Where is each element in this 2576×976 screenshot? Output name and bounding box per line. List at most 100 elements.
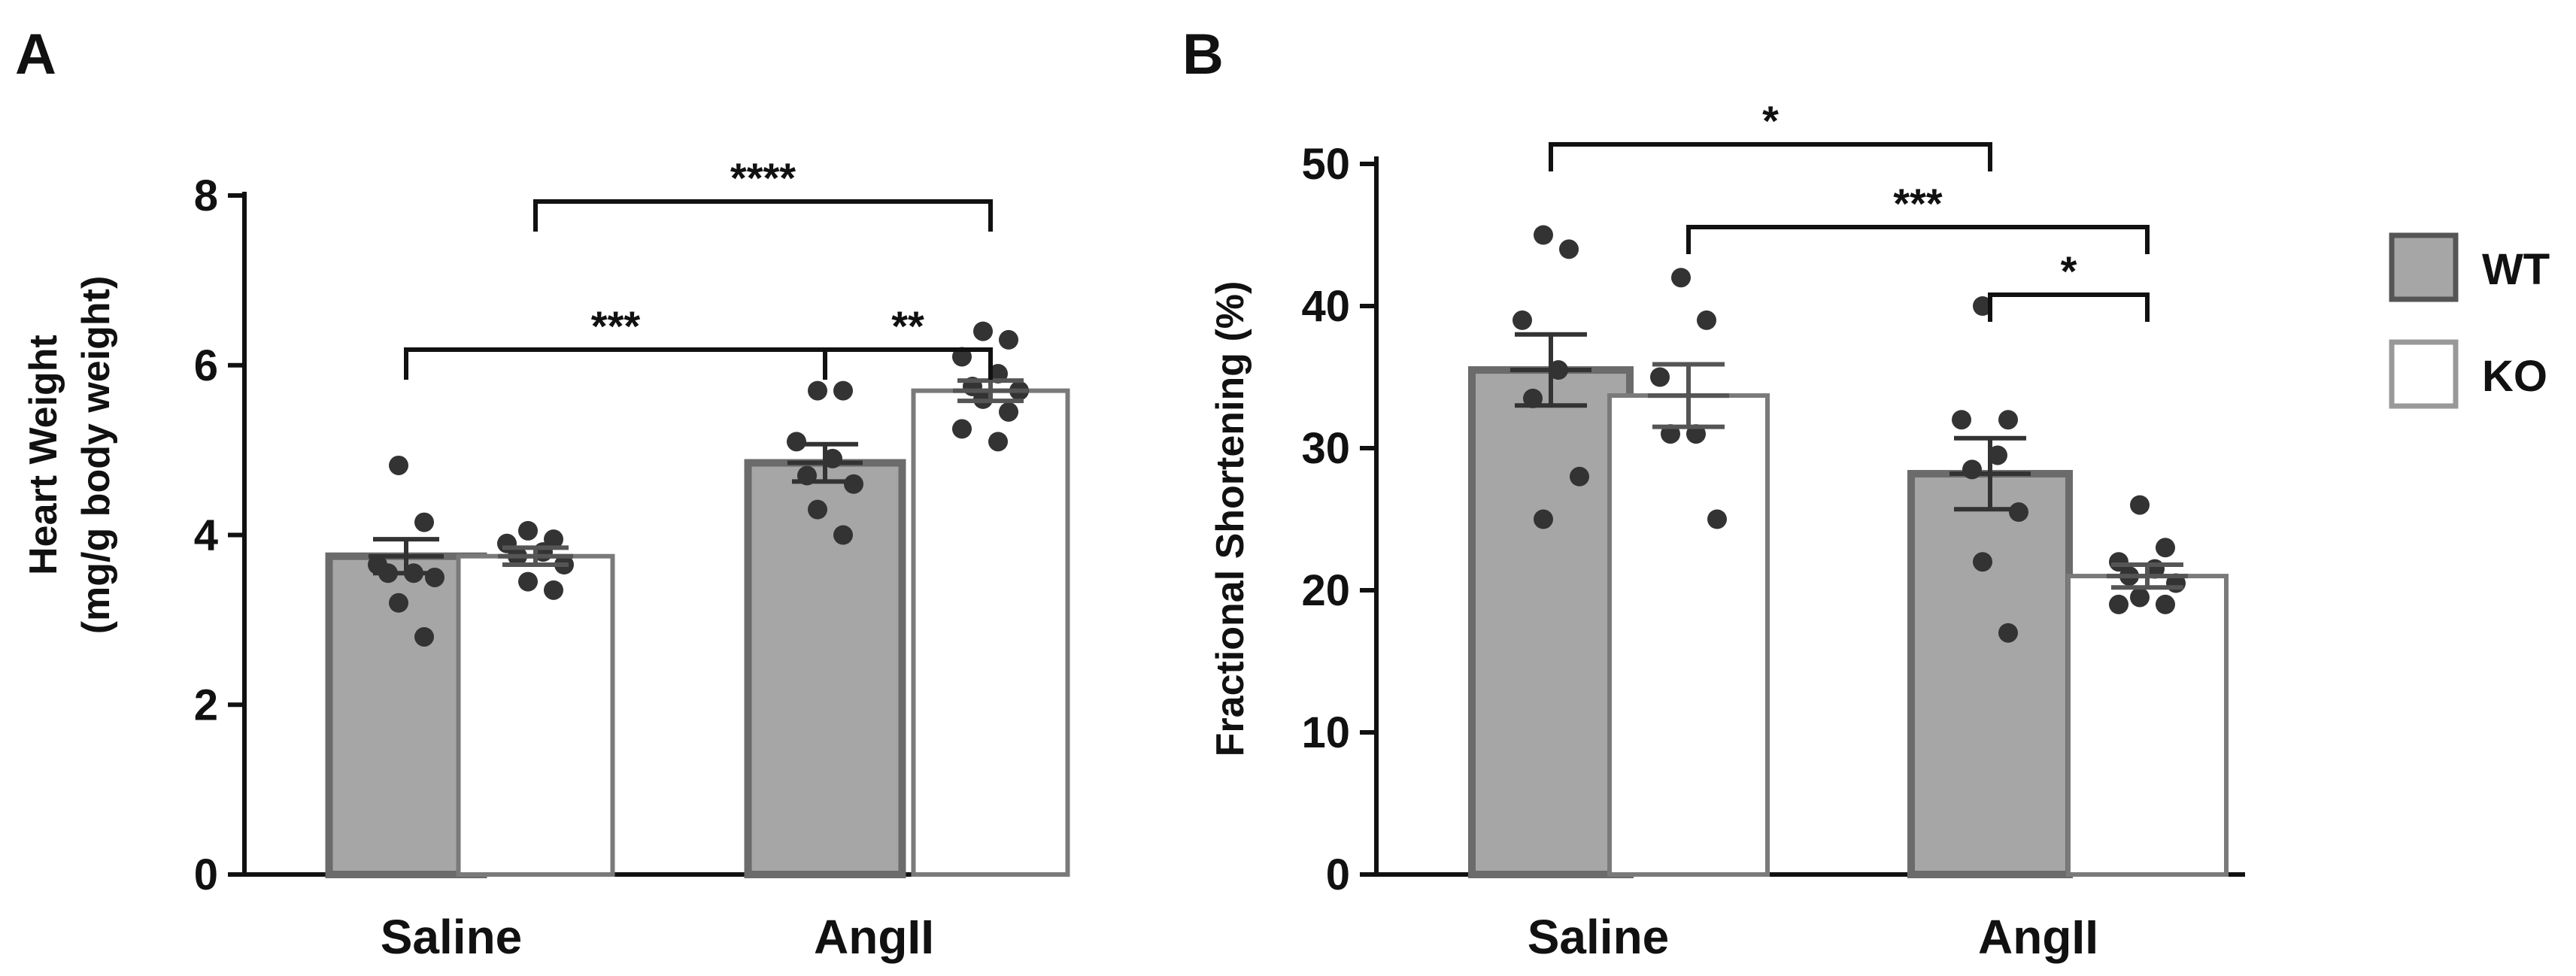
data-point	[988, 432, 1008, 452]
ytick-label: 40	[1301, 282, 1350, 331]
significance-bracket	[404, 347, 827, 380]
panel-b-ylabel-line1: Fractional Shortening (%)	[1209, 281, 1252, 757]
data-point	[1559, 239, 1579, 259]
panel-b-category-saline: Saline	[1528, 910, 1670, 964]
data-point	[414, 626, 434, 647]
data-point	[999, 402, 1018, 422]
bar-wt-angii	[1907, 470, 2073, 878]
significance-bracket	[1988, 292, 2150, 322]
significance-label: *	[1762, 97, 1779, 144]
legend-wt-label: WT	[2482, 245, 2550, 294]
data-point	[1534, 225, 1553, 245]
legend: WT KO	[2389, 232, 2550, 409]
legend-wt-swatch	[2389, 232, 2459, 302]
panel-b-letter: B	[1182, 23, 1224, 86]
data-point	[1973, 296, 1992, 316]
data-point	[1650, 367, 1670, 387]
data-point	[389, 455, 408, 475]
bar-ko-angii	[911, 388, 1070, 877]
panel-a-brackets: ******* **	[404, 154, 993, 380]
ytick-label: 8	[194, 171, 218, 220]
panel-a-category-saline: Saline	[381, 910, 523, 964]
panel-a-category-angii: AngII	[814, 910, 934, 964]
significance-label: **	[891, 302, 924, 350]
panel-b-errorbars	[1510, 332, 2188, 590]
bar-wt-saline	[1468, 366, 1634, 878]
data-point	[1707, 509, 1727, 529]
ytick-label: 10	[1301, 708, 1350, 757]
data-point	[518, 571, 538, 592]
panel-a-letter: A	[15, 23, 56, 86]
bar-wt-angii	[744, 459, 906, 878]
significance-label: ****	[730, 154, 796, 202]
panel-b-yticks: 0 10 20 30 40 50	[1301, 140, 1376, 899]
data-point	[1998, 623, 2018, 643]
bar-ko-saline	[1607, 393, 1770, 877]
ytick-label: 6	[194, 341, 218, 390]
significance-label: ***	[591, 302, 641, 350]
data-point	[389, 593, 408, 613]
data-point	[952, 419, 972, 439]
data-point	[1998, 410, 2018, 430]
data-point	[544, 580, 563, 600]
significance-label: *	[2061, 247, 2077, 295]
data-point	[833, 525, 853, 545]
significance-bracket	[823, 347, 993, 380]
significance-bracket	[533, 199, 993, 232]
data-point	[414, 512, 434, 532]
data-point	[833, 380, 853, 401]
panel-a-dots	[368, 321, 1029, 647]
data-point	[518, 520, 538, 541]
ytick-label: 4	[194, 511, 218, 560]
panel-a-errorbars	[369, 378, 1028, 576]
data-point	[844, 474, 863, 494]
data-point	[1962, 459, 1982, 480]
panel-b: B Fractional Shortening (%) 01020304050 …	[1182, 23, 2245, 964]
ytick-label: 2	[194, 680, 218, 729]
panel-a-bars	[325, 388, 1070, 878]
data-point	[2009, 502, 2028, 523]
data-point	[1671, 268, 1691, 288]
ytick-label: 0	[1326, 850, 1350, 899]
panel-b-yaxis: 0 10 20 30 40 50	[1301, 140, 1379, 899]
data-point	[787, 432, 806, 452]
data-point	[1534, 509, 1553, 529]
data-point	[2156, 594, 2175, 614]
ytick-label: 20	[1301, 566, 1350, 615]
data-point	[1973, 552, 1992, 572]
data-point	[1513, 310, 1532, 330]
panel-b-category-angii: AngII	[1978, 910, 2098, 964]
data-point	[808, 499, 827, 520]
data-point	[2130, 587, 2150, 608]
data-point	[999, 329, 1018, 350]
data-point	[973, 321, 993, 341]
data-point	[1570, 466, 1589, 486]
legend-ko-swatch	[2389, 339, 2459, 409]
panel-a-yaxis: 0 2 4 6 8	[194, 171, 247, 899]
panel-a-ylabel: Heart Weight (mg/g body weight)	[22, 276, 118, 635]
data-point	[808, 380, 827, 401]
ytick-label: 0	[194, 850, 218, 899]
panel-b-bars	[1468, 366, 2229, 878]
significance-bracket	[1686, 225, 2150, 254]
bar-ko-saline	[456, 553, 615, 877]
panel-a-yticks: 0 2 4 6 8	[194, 171, 244, 899]
data-point	[1952, 410, 1971, 430]
data-point	[2130, 495, 2150, 515]
data-point	[2156, 538, 2175, 558]
panel-b-brackets: *****	[1549, 97, 2150, 322]
ytick-label: 30	[1301, 424, 1350, 473]
panel-a-ylabel-line1: Heart Weight	[22, 335, 65, 575]
significance-label: ***	[1893, 180, 1943, 227]
data-point	[1697, 310, 1716, 330]
panel-a: A Heart Weight (mg/g body weight) 02468 …	[15, 23, 1070, 964]
data-point	[2109, 594, 2128, 614]
legend-ko-label: KO	[2482, 352, 2547, 401]
data-point	[425, 567, 445, 587]
significance-bracket	[1549, 142, 1992, 171]
panel-b-ylabel: Fractional Shortening (%)	[1209, 281, 1252, 757]
ytick-label: 50	[1301, 140, 1350, 189]
bar-ko-angii	[2066, 574, 2229, 877]
data-point	[1988, 445, 2007, 465]
